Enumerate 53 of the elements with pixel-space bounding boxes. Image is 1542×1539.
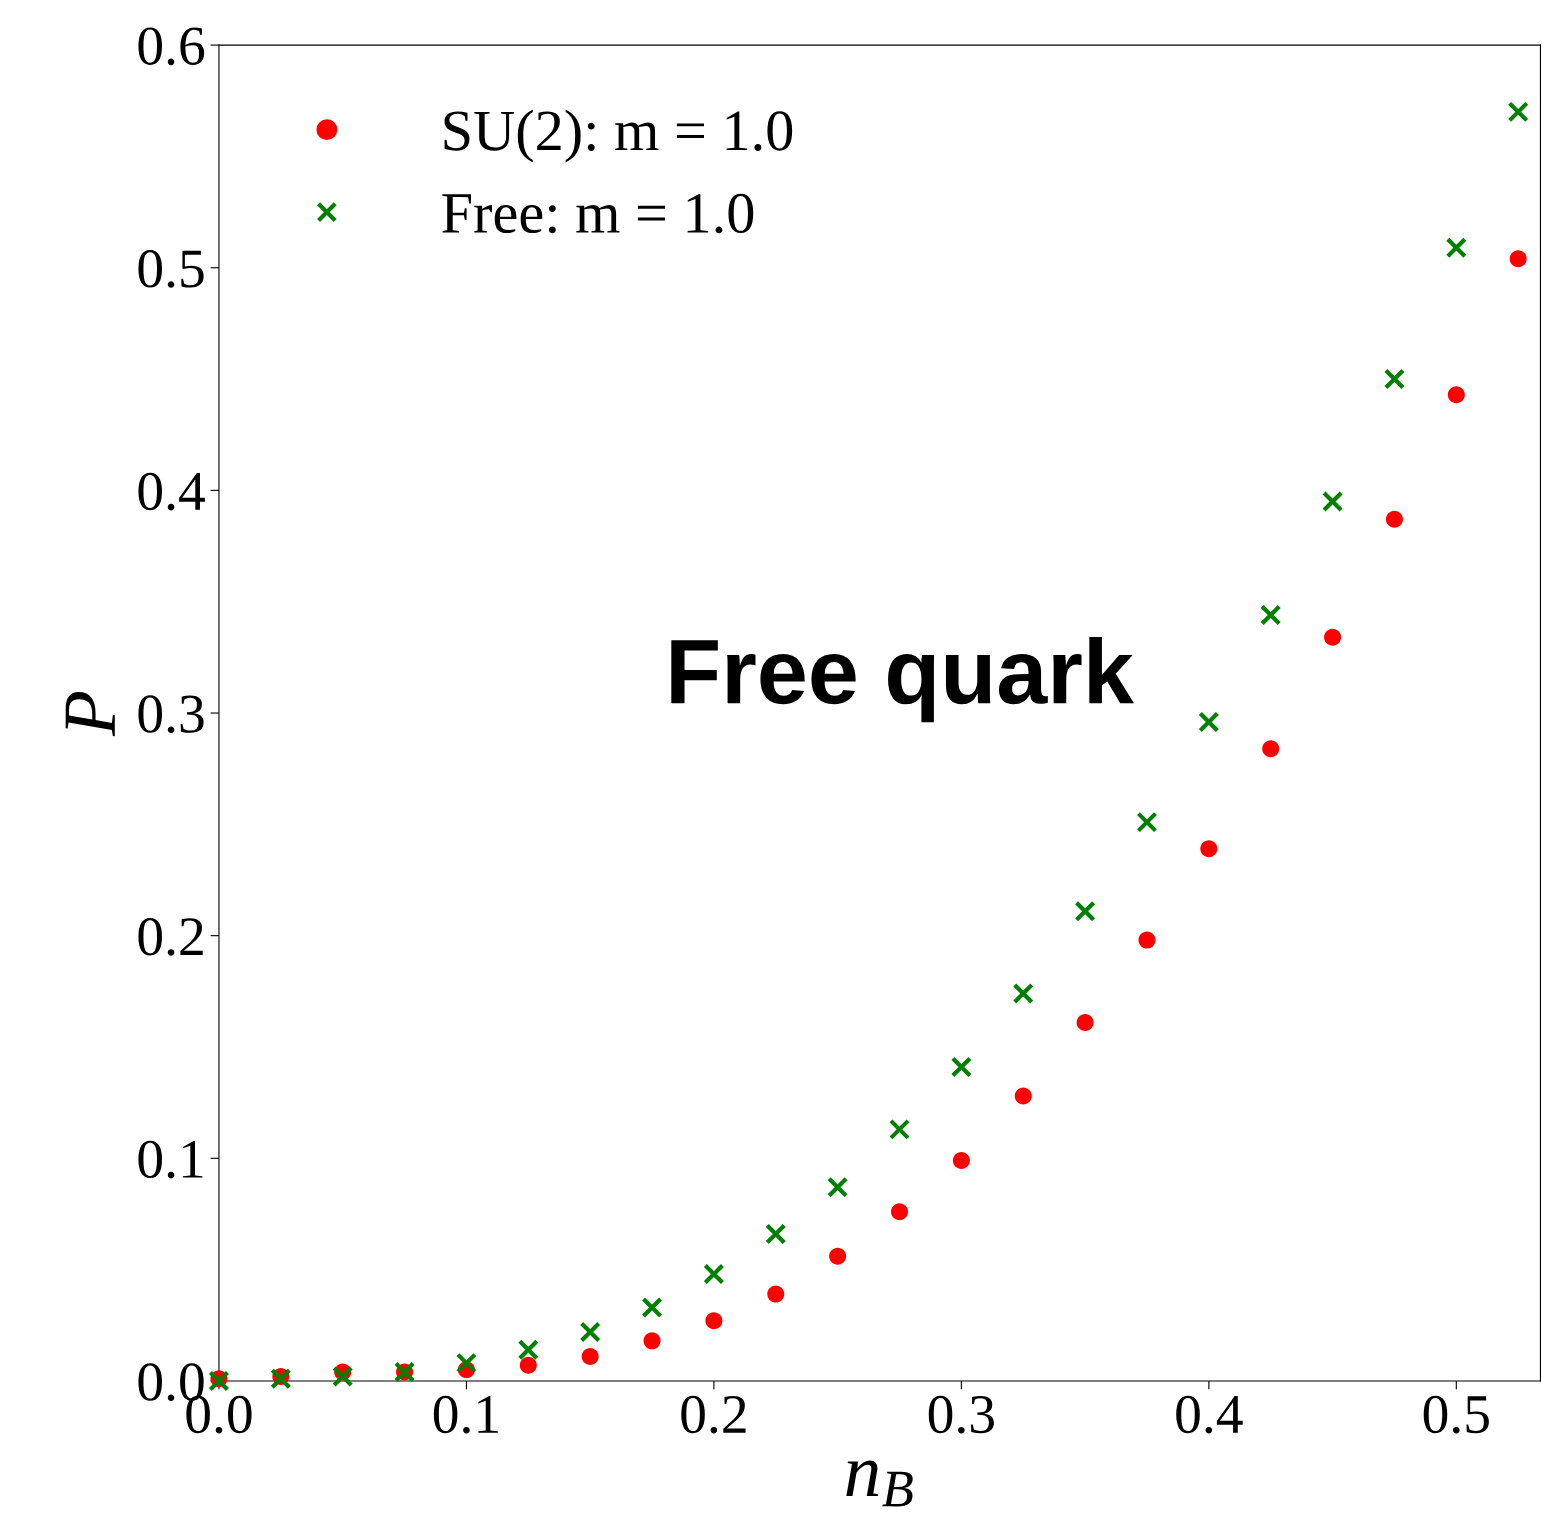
point bbox=[891, 1203, 909, 1221]
point bbox=[581, 1347, 599, 1365]
x-tick-label: 0.5 bbox=[1423, 1395, 1489, 1434]
point bbox=[1383, 368, 1406, 390]
x-tick-label: 0.3 bbox=[928, 1395, 994, 1434]
point bbox=[643, 1332, 661, 1350]
point bbox=[1136, 811, 1158, 833]
legend-label: SU(2): m = 1.0 bbox=[444, 109, 793, 163]
point bbox=[1447, 386, 1465, 404]
point bbox=[765, 1223, 787, 1245]
point bbox=[1509, 250, 1527, 268]
y-tick-label: 0.6 bbox=[138, 27, 205, 66]
point bbox=[1014, 1087, 1032, 1105]
point bbox=[888, 1118, 911, 1140]
point bbox=[1321, 490, 1344, 513]
point bbox=[827, 1176, 849, 1198]
x-axis-title: n$_{B}$ bbox=[846, 1460, 913, 1507]
annotation: Free quark bbox=[671, 636, 1134, 723]
point bbox=[703, 1263, 725, 1285]
point bbox=[641, 1296, 663, 1319]
y-tick-label: 0.4 bbox=[138, 472, 205, 511]
point bbox=[1445, 237, 1467, 259]
point bbox=[1138, 931, 1156, 949]
x-tick-label: 0.2 bbox=[681, 1395, 746, 1434]
point bbox=[1012, 982, 1034, 1005]
y-tick-label: 0.1 bbox=[138, 1140, 203, 1179]
point bbox=[1507, 101, 1529, 123]
x-tick-label: 0.4 bbox=[1176, 1395, 1243, 1434]
point bbox=[1198, 711, 1220, 733]
point bbox=[1262, 740, 1280, 758]
point bbox=[950, 1056, 972, 1078]
point bbox=[1074, 900, 1096, 922]
point bbox=[1260, 604, 1282, 626]
legend-label: Free: m = 1.0 bbox=[442, 193, 754, 234]
y-tick-label: 0.2 bbox=[138, 917, 203, 956]
point bbox=[1076, 1013, 1094, 1031]
point bbox=[517, 1339, 539, 1361]
point bbox=[829, 1247, 847, 1265]
point bbox=[270, 1368, 292, 1390]
point bbox=[1324, 628, 1342, 646]
point bbox=[579, 1321, 601, 1343]
point bbox=[952, 1152, 970, 1170]
point bbox=[332, 1365, 354, 1388]
point bbox=[455, 1352, 478, 1374]
y-tick-label: 0.3 bbox=[138, 695, 204, 734]
point bbox=[1200, 840, 1218, 858]
point bbox=[705, 1312, 723, 1330]
point bbox=[767, 1285, 785, 1303]
x-tick-label: 0.1 bbox=[433, 1395, 498, 1434]
y-axis-title: P bbox=[65, 692, 115, 737]
point bbox=[1385, 510, 1403, 528]
y-tick-label: 0.5 bbox=[138, 250, 204, 288]
point bbox=[519, 1356, 537, 1374]
